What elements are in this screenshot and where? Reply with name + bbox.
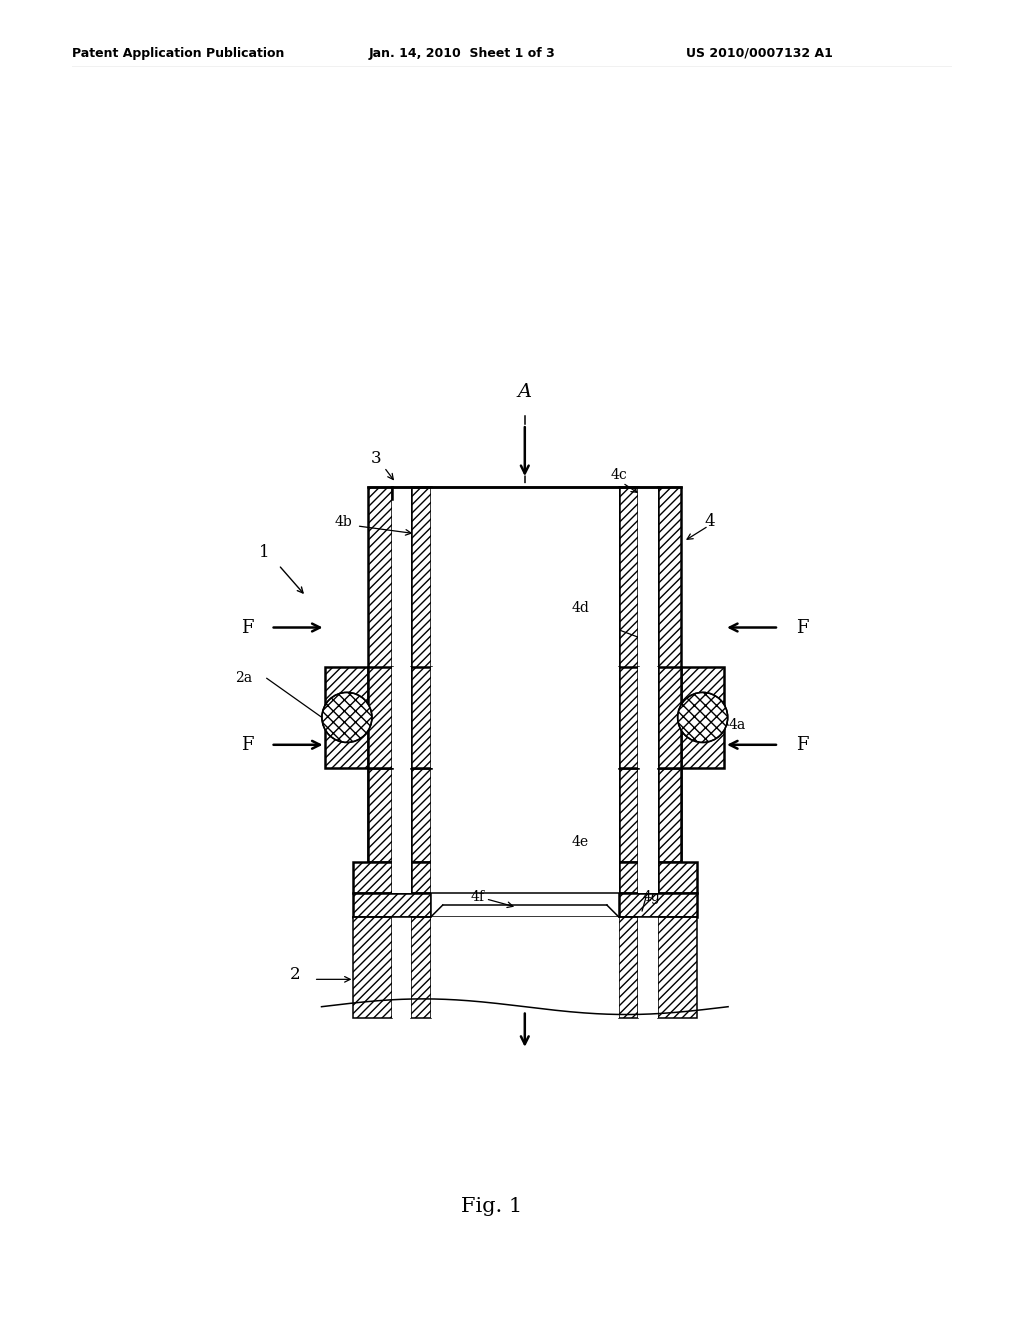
Bar [326,667,369,768]
Bar [353,894,431,917]
Bar [618,862,638,894]
Bar [638,667,657,768]
Bar [369,768,392,862]
Bar [638,768,657,862]
Bar [431,894,618,917]
Bar [431,667,618,768]
Text: 2a: 2a [236,672,253,685]
Text: F: F [796,619,809,636]
Text: A: A [518,383,531,401]
Bar [657,667,681,768]
Bar [392,768,412,862]
Bar [392,667,412,768]
Bar [431,487,618,862]
Bar [412,768,431,862]
Bar [431,768,618,862]
Bar [412,487,431,862]
Bar [638,862,657,894]
Bar [618,768,638,862]
Text: 4d: 4d [571,601,590,615]
Text: 2: 2 [290,966,301,983]
Bar [638,487,657,862]
Bar [369,487,392,862]
Text: Fig. 1: Fig. 1 [461,1197,522,1216]
Text: Patent Application Publication: Patent Application Publication [72,46,284,59]
Bar [657,862,696,894]
Bar [353,917,392,1019]
Text: 4b: 4b [335,515,353,529]
Text: 4e: 4e [571,836,589,850]
Bar [618,917,638,1019]
Text: F: F [796,735,809,754]
Bar [369,667,392,768]
Text: Jan. 14, 2010  Sheet 1 of 3: Jan. 14, 2010 Sheet 1 of 3 [369,46,555,59]
Text: 4a: 4a [728,718,745,733]
Bar [657,487,681,862]
Text: 4c: 4c [610,469,628,482]
Text: F: F [241,619,254,636]
Bar [618,894,696,917]
Bar [431,862,618,894]
Bar [392,487,412,862]
Bar [657,917,696,1019]
Text: 3: 3 [371,450,382,467]
Bar [431,917,618,1019]
Bar [618,667,638,768]
Bar [412,917,431,1019]
Bar [618,487,638,862]
Text: 4f: 4f [470,890,484,904]
Bar [412,667,431,768]
Bar [681,667,724,768]
Circle shape [678,693,728,742]
Text: F: F [241,735,254,754]
Text: US 2010/0007132 A1: US 2010/0007132 A1 [686,46,833,59]
Bar [657,768,681,862]
Text: 4: 4 [705,513,715,529]
Bar [412,862,431,894]
Bar [392,917,412,1019]
Bar [392,862,412,894]
Bar [353,862,392,894]
Bar [638,917,657,1019]
Text: 1: 1 [259,544,269,561]
Text: 4g: 4g [642,890,659,904]
Circle shape [322,693,372,742]
